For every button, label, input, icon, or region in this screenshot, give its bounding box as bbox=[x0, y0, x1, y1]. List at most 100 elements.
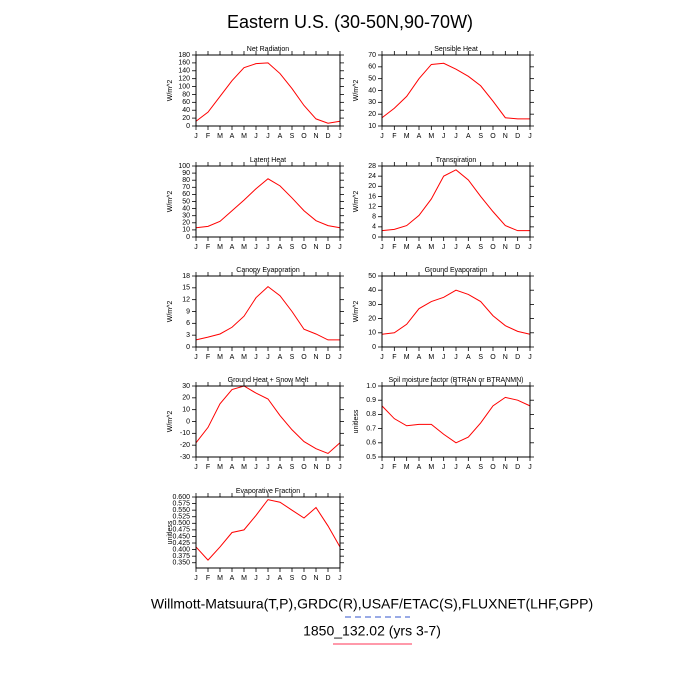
x-tick-label: J bbox=[442, 244, 446, 251]
x-tick-label: J bbox=[338, 244, 342, 251]
x-tick-label: A bbox=[230, 464, 235, 471]
x-tick-label: J bbox=[254, 575, 258, 582]
x-tick-label: M bbox=[428, 464, 434, 471]
x-tick-label: D bbox=[515, 464, 520, 471]
x-tick-label: O bbox=[490, 244, 496, 251]
x-tick-label: J bbox=[266, 354, 270, 361]
y-tick-label: 0.400 bbox=[172, 546, 190, 553]
y-tick-label: 120 bbox=[178, 76, 190, 83]
x-tick-label: F bbox=[392, 244, 396, 251]
x-tick-label: A bbox=[230, 575, 235, 582]
y-tick-label: 10 bbox=[182, 407, 190, 414]
x-tick-label: J bbox=[338, 354, 342, 361]
y-tick-label: -10 bbox=[180, 430, 190, 437]
figure-title: Eastern U.S. (30-50N,90-70W) bbox=[227, 12, 473, 32]
x-tick-label: O bbox=[490, 354, 496, 361]
x-tick-label: S bbox=[478, 464, 483, 471]
x-tick-label: A bbox=[230, 133, 235, 140]
x-tick-label: M bbox=[241, 354, 247, 361]
data-line bbox=[381, 289, 531, 335]
y-tick-label: 0.425 bbox=[172, 540, 190, 547]
x-tick-label: J bbox=[338, 133, 342, 140]
x-tick-label: A bbox=[466, 244, 471, 251]
x-tick-label: J bbox=[194, 354, 198, 361]
y-tick-label: 20 bbox=[368, 183, 376, 190]
y-tick-label: 180 bbox=[178, 52, 190, 59]
x-tick-label: J bbox=[266, 575, 270, 582]
x-tick-label: M bbox=[404, 464, 410, 471]
y-axis-label: W/m^2 bbox=[167, 301, 174, 323]
x-tick-label: A bbox=[466, 464, 471, 471]
x-tick-label: A bbox=[278, 133, 283, 140]
x-tick-label: J bbox=[194, 575, 198, 582]
y-tick-label: 60 bbox=[182, 99, 190, 106]
x-tick-label: J bbox=[442, 464, 446, 471]
plot-frame bbox=[195, 275, 341, 348]
x-tick-label: A bbox=[278, 464, 283, 471]
panel-title: Ground Evaporation bbox=[425, 267, 488, 274]
y-tick-label: 20 bbox=[182, 220, 190, 227]
x-tick-label: N bbox=[503, 133, 508, 140]
y-tick-label: 80 bbox=[182, 91, 190, 98]
y-tick-label: 3 bbox=[186, 332, 190, 339]
y-tick-label: 40 bbox=[182, 107, 190, 114]
x-tick-label: S bbox=[478, 133, 483, 140]
x-tick-label: A bbox=[417, 244, 422, 251]
y-tick-label: 40 bbox=[182, 205, 190, 212]
panel-title: Evaporative Fraction bbox=[236, 488, 300, 495]
y-tick-label: 20 bbox=[182, 115, 190, 122]
x-tick-label: M bbox=[404, 244, 410, 251]
panel-title: Sensible Heat bbox=[434, 46, 478, 53]
x-tick-label: J bbox=[528, 464, 532, 471]
y-tick-label: 0.475 bbox=[172, 527, 190, 534]
x-tick-label: S bbox=[290, 354, 295, 361]
x-tick-label: J bbox=[338, 575, 342, 582]
x-tick-label: D bbox=[325, 133, 330, 140]
y-tick-label: 15 bbox=[182, 285, 190, 292]
y-tick-label: 50 bbox=[182, 198, 190, 205]
footer-line: 1850_132.02 (yrs 3-7) bbox=[303, 623, 441, 639]
x-tick-label: D bbox=[325, 354, 330, 361]
x-tick-label: A bbox=[466, 133, 471, 140]
x-tick-label: M bbox=[241, 575, 247, 582]
y-tick-label: 50 bbox=[368, 76, 376, 83]
x-tick-label: O bbox=[301, 575, 307, 582]
y-tick-label: 4 bbox=[372, 224, 376, 231]
x-tick-label: A bbox=[278, 575, 283, 582]
x-tick-label: A bbox=[466, 354, 471, 361]
y-tick-label: -30 bbox=[180, 454, 190, 461]
x-tick-label: J bbox=[194, 244, 198, 251]
y-tick-label: 0.600 bbox=[172, 494, 190, 501]
x-tick-label: J bbox=[254, 244, 258, 251]
y-tick-label: 100 bbox=[178, 163, 190, 170]
y-tick-label: 24 bbox=[368, 173, 376, 180]
data-line bbox=[195, 499, 341, 561]
x-tick-label: S bbox=[478, 244, 483, 251]
x-tick-label: A bbox=[417, 133, 422, 140]
y-tick-label: 10 bbox=[182, 227, 190, 234]
y-tick-label: 0 bbox=[186, 418, 190, 425]
y-tick-label: 0 bbox=[186, 234, 190, 241]
x-tick-label: M bbox=[404, 133, 410, 140]
data-line bbox=[381, 169, 530, 232]
plot-frame bbox=[195, 165, 341, 238]
x-tick-label: A bbox=[230, 244, 235, 251]
x-tick-label: D bbox=[515, 354, 520, 361]
x-tick-label: J bbox=[442, 354, 446, 361]
plot-frame bbox=[195, 385, 341, 458]
y-tick-label: 12 bbox=[368, 203, 376, 210]
x-tick-label: J bbox=[266, 133, 270, 140]
x-tick-label: A bbox=[278, 354, 283, 361]
plot-frame bbox=[195, 54, 341, 127]
x-tick-label: J bbox=[454, 464, 458, 471]
y-tick-label: 0.8 bbox=[366, 411, 376, 418]
x-tick-label: O bbox=[301, 133, 307, 140]
x-tick-label: O bbox=[301, 464, 307, 471]
x-tick-label: M bbox=[428, 354, 434, 361]
plot-frame bbox=[195, 496, 341, 569]
x-tick-label: A bbox=[417, 354, 422, 361]
y-tick-label: 10 bbox=[368, 123, 376, 130]
y-axis-label: W/m^2 bbox=[167, 191, 174, 213]
y-tick-label: 0 bbox=[372, 344, 376, 351]
x-tick-label: S bbox=[290, 133, 295, 140]
